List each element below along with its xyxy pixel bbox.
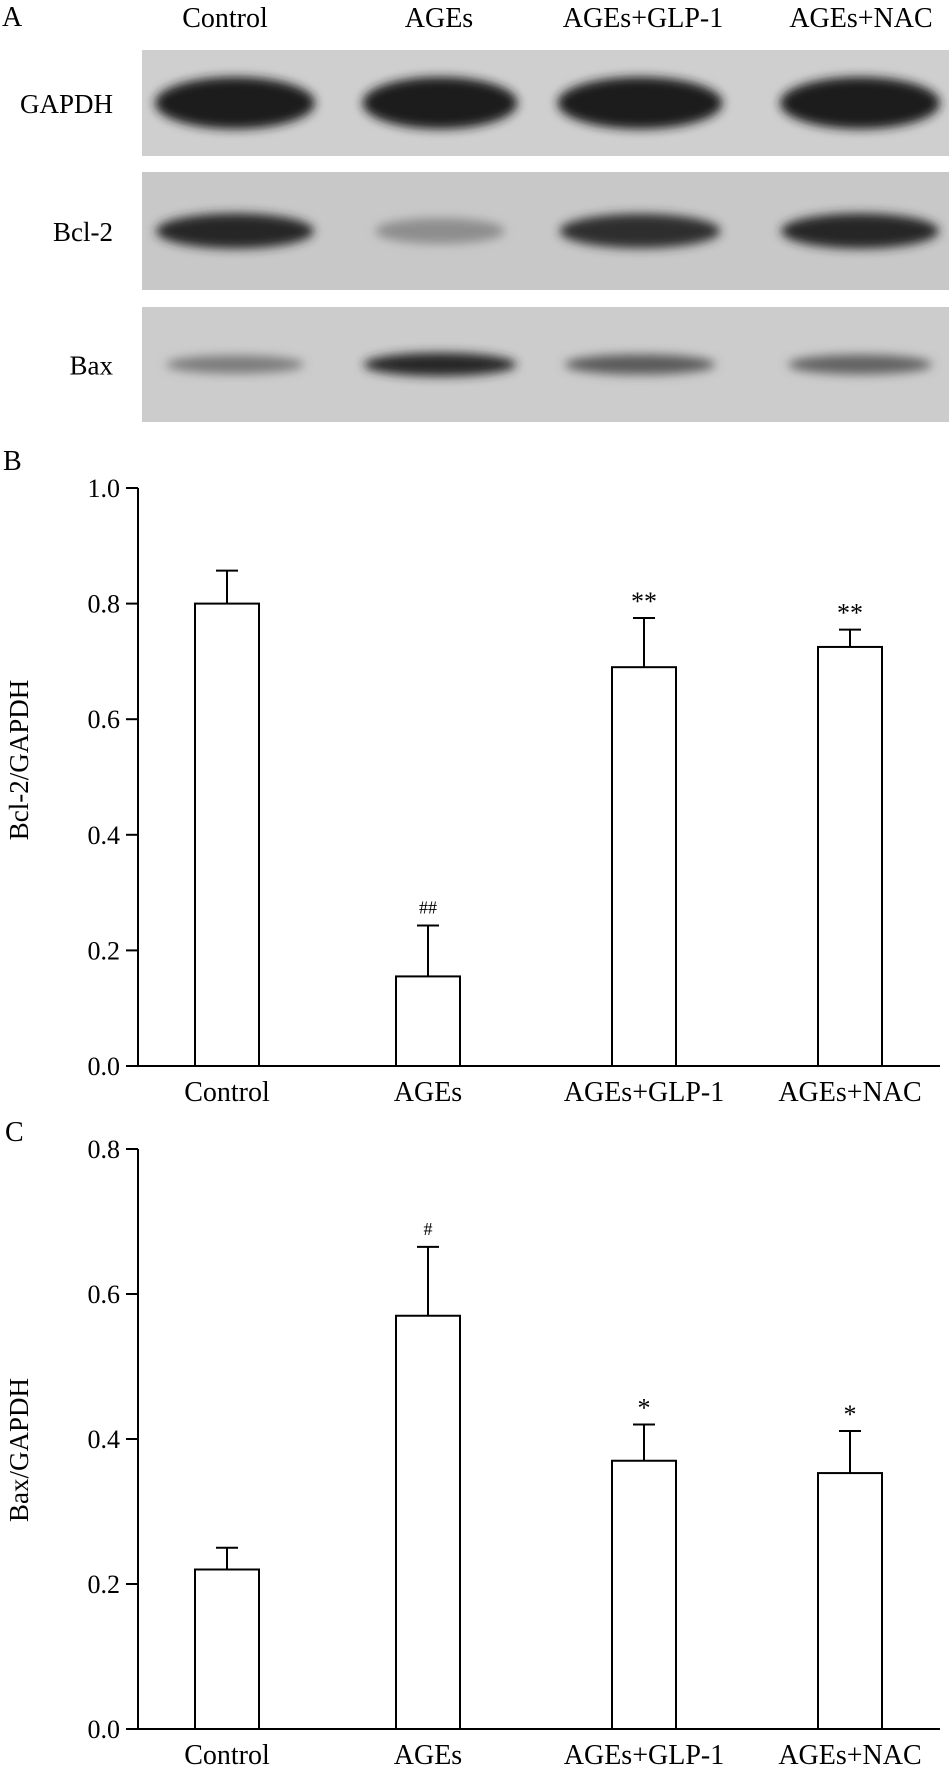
panel-b-category-label-ages-glp-1: AGEs+GLP-1 bbox=[564, 1077, 724, 1108]
blot-band-bcl-2-ages bbox=[375, 218, 505, 244]
panel-b-category-label-control: Control bbox=[184, 1077, 270, 1108]
panel-c-category-label-ages-nac: AGEs+NAC bbox=[778, 1740, 921, 1767]
panel-c-significance-ages-glp-1: * bbox=[638, 1394, 651, 1423]
panel-b-bcl2-chart: B Bcl-2/GAPDH 0.0 0.2 0.4 0.6 0.8 1.0 Control #… bbox=[3, 446, 940, 1108]
panel-b-significance-ages: ## bbox=[419, 898, 437, 918]
panel-a-letter: A bbox=[2, 2, 23, 33]
panel-b-ytick-label: 0.6 bbox=[88, 705, 121, 734]
lane-label-ages: AGEs bbox=[405, 3, 473, 34]
panel-c-ytick-label: 0.0 bbox=[88, 1715, 121, 1744]
blot-row-bax: Bax bbox=[70, 307, 949, 422]
blot-band-bcl-2-ages-glp-1 bbox=[559, 213, 721, 249]
blot-band-bax-control bbox=[166, 355, 304, 374]
blot-band-gapdh-ages bbox=[362, 77, 518, 129]
blot-band-bax-ages-nac bbox=[788, 354, 932, 375]
panel-c-significance-ages-nac: * bbox=[844, 1400, 857, 1429]
panel-b-letter: B bbox=[3, 446, 22, 477]
blot-band-bax-ages bbox=[363, 352, 517, 377]
panel-b-bar-control bbox=[194, 602, 260, 1067]
blot-row-bcl-2: Bcl-2 bbox=[53, 172, 949, 290]
panel-c-significance-ages: # bbox=[424, 1219, 433, 1239]
panel-b-ytick-label: 1.0 bbox=[88, 474, 121, 503]
panel-b-significance-ages-nac: ** bbox=[837, 599, 863, 628]
blot-row-label-bcl-2: Bcl-2 bbox=[53, 217, 113, 247]
panel-b-ytick-label: 0.2 bbox=[88, 936, 121, 965]
panel-c-ylabel: Bax/GAPDH bbox=[4, 1378, 34, 1522]
panel-c-bar-ages-glp-1 bbox=[611, 1459, 677, 1730]
lane-label-ages-glp1: AGEs+GLP-1 bbox=[563, 3, 723, 34]
panel-b-bar-ages bbox=[395, 975, 461, 1067]
panel-c-category-label-ages: AGEs bbox=[394, 1740, 462, 1767]
panel-b-category-label-ages-nac: AGEs+NAC bbox=[778, 1077, 921, 1108]
blot-row-gapdh: GAPDH bbox=[20, 50, 949, 156]
blot-band-bax-ages-glp-1 bbox=[564, 354, 716, 375]
panel-b-bar-ages-nac bbox=[817, 645, 883, 1067]
blot-row-label-bax: Bax bbox=[70, 351, 114, 381]
blot-band-bcl-2-ages-nac bbox=[781, 213, 939, 249]
panel-a-western-blot: A Control AGEs AGEs+GLP-1 AGEs+NAC GAPDH… bbox=[2, 2, 949, 422]
panel-b-plot: 0.0 0.2 0.4 0.6 0.8 1.0 Control ## AGEs ** AGEs+GL… bbox=[88, 474, 940, 1108]
panel-b-ylabel: Bcl-2/GAPDH bbox=[4, 680, 34, 841]
panel-b-ytick-label: 0.8 bbox=[88, 590, 121, 619]
panel-c-bar-ages bbox=[395, 1314, 461, 1730]
panel-b-bar-ages-glp-1 bbox=[611, 666, 677, 1067]
panel-c-ytick-label: 0.2 bbox=[88, 1570, 121, 1599]
panel-c-letter: C bbox=[5, 1117, 24, 1148]
panel-c-category-label-control: Control bbox=[184, 1740, 270, 1767]
panel-b-ytick-label: 0.0 bbox=[88, 1052, 121, 1081]
panel-c-bar-ages-nac bbox=[817, 1472, 883, 1730]
lane-labels: Control AGEs AGEs+GLP-1 AGEs+NAC bbox=[182, 3, 932, 34]
panel-b-significance-ages-glp-1: ** bbox=[631, 587, 657, 616]
blot-row-label-gapdh: GAPDH bbox=[20, 89, 113, 119]
panel-c-ytick-label: 0.4 bbox=[88, 1425, 121, 1454]
blot-band-gapdh-control bbox=[155, 77, 315, 129]
panel-b-ytick-label: 0.4 bbox=[88, 821, 121, 850]
panel-c-bar-control bbox=[194, 1568, 260, 1730]
blot-band-gapdh-ages-glp-1 bbox=[557, 77, 723, 129]
lane-label-control: Control bbox=[182, 3, 268, 34]
panel-c-bax-chart: C Bax/GAPDH 0.0 0.2 0.4 0.6 0.8 Control # AGEs *… bbox=[4, 1117, 940, 1767]
blot-band-bcl-2-control bbox=[156, 213, 314, 249]
lane-label-ages-nac: AGEs+NAC bbox=[789, 3, 932, 34]
panel-b-category-label-ages: AGEs bbox=[394, 1077, 462, 1108]
panel-c-plot: 0.0 0.2 0.4 0.6 0.8 Control # AGEs * AGEs+GLP-1 * A… bbox=[88, 1135, 940, 1767]
blot-strips: GAPDH Bcl-2 Bax bbox=[20, 50, 949, 422]
panel-c-ytick-label: 0.6 bbox=[88, 1280, 121, 1309]
panel-c-category-label-ages-glp-1: AGEs+GLP-1 bbox=[564, 1740, 724, 1767]
blot-band-gapdh-ages-nac bbox=[780, 77, 940, 129]
panel-c-ytick-label: 0.8 bbox=[88, 1135, 121, 1164]
